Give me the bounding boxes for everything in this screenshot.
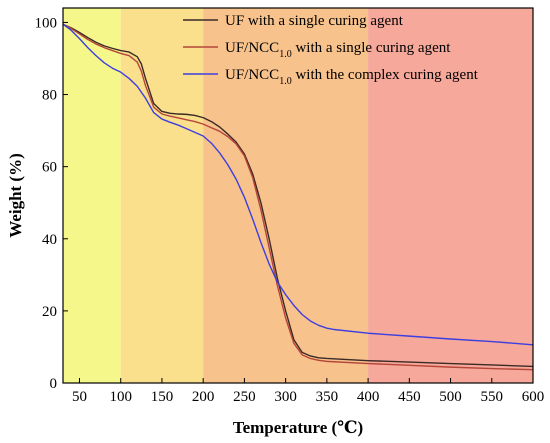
temperature-band — [120, 8, 204, 383]
x-tick-label: 450 — [398, 389, 421, 405]
x-tick-label: 600 — [522, 389, 545, 405]
x-tick-label: 500 — [439, 389, 462, 405]
series-line — [62, 23, 534, 371]
y-axis-label: Weight (%) — [6, 153, 25, 238]
x-tick-label: 350 — [316, 389, 339, 405]
x-axis-label: Temperature (℃) — [233, 418, 363, 437]
legend-label: UF/NCC1.0 with a single curing agent — [225, 40, 451, 60]
y-tick-label: 20 — [42, 304, 57, 320]
series-line — [62, 23, 534, 368]
temperature-band — [368, 8, 533, 383]
y-tick-label: 60 — [42, 160, 57, 176]
x-axis-ticks: 50 100 150 200 250 300 350 400 450 500 550 600 — [72, 378, 544, 405]
legend: UF with a single curing agent UF/NCC1.0 w… — [183, 13, 479, 87]
x-tick-label: 200 — [192, 389, 215, 405]
temperature-bands — [63, 8, 533, 383]
x-tick-label: 300 — [274, 389, 297, 405]
plot-frame — [62, 7, 534, 384]
x-tick-label: 50 — [72, 389, 87, 405]
data-series-lines — [62, 23, 534, 371]
y-tick-label: 0 — [50, 376, 58, 392]
y-axis-ticks: 0 20 40 60 80 100 — [35, 15, 68, 392]
x-tick-label: 100 — [109, 389, 132, 405]
x-tick-label: 250 — [233, 389, 256, 405]
legend-label: UF/NCC1.0 with the complex curing agent — [225, 67, 479, 87]
x-tick-label: 400 — [357, 389, 380, 405]
legend-label: UF with a single curing agent — [225, 13, 404, 29]
y-tick-label: 100 — [35, 15, 58, 31]
temperature-band — [203, 8, 369, 383]
series-line — [62, 23, 534, 346]
temperature-band — [63, 8, 121, 383]
y-tick-label: 80 — [42, 88, 57, 104]
x-tick-label: 150 — [151, 389, 174, 405]
x-tick-label: 550 — [481, 389, 504, 405]
y-tick-label: 40 — [42, 232, 57, 248]
